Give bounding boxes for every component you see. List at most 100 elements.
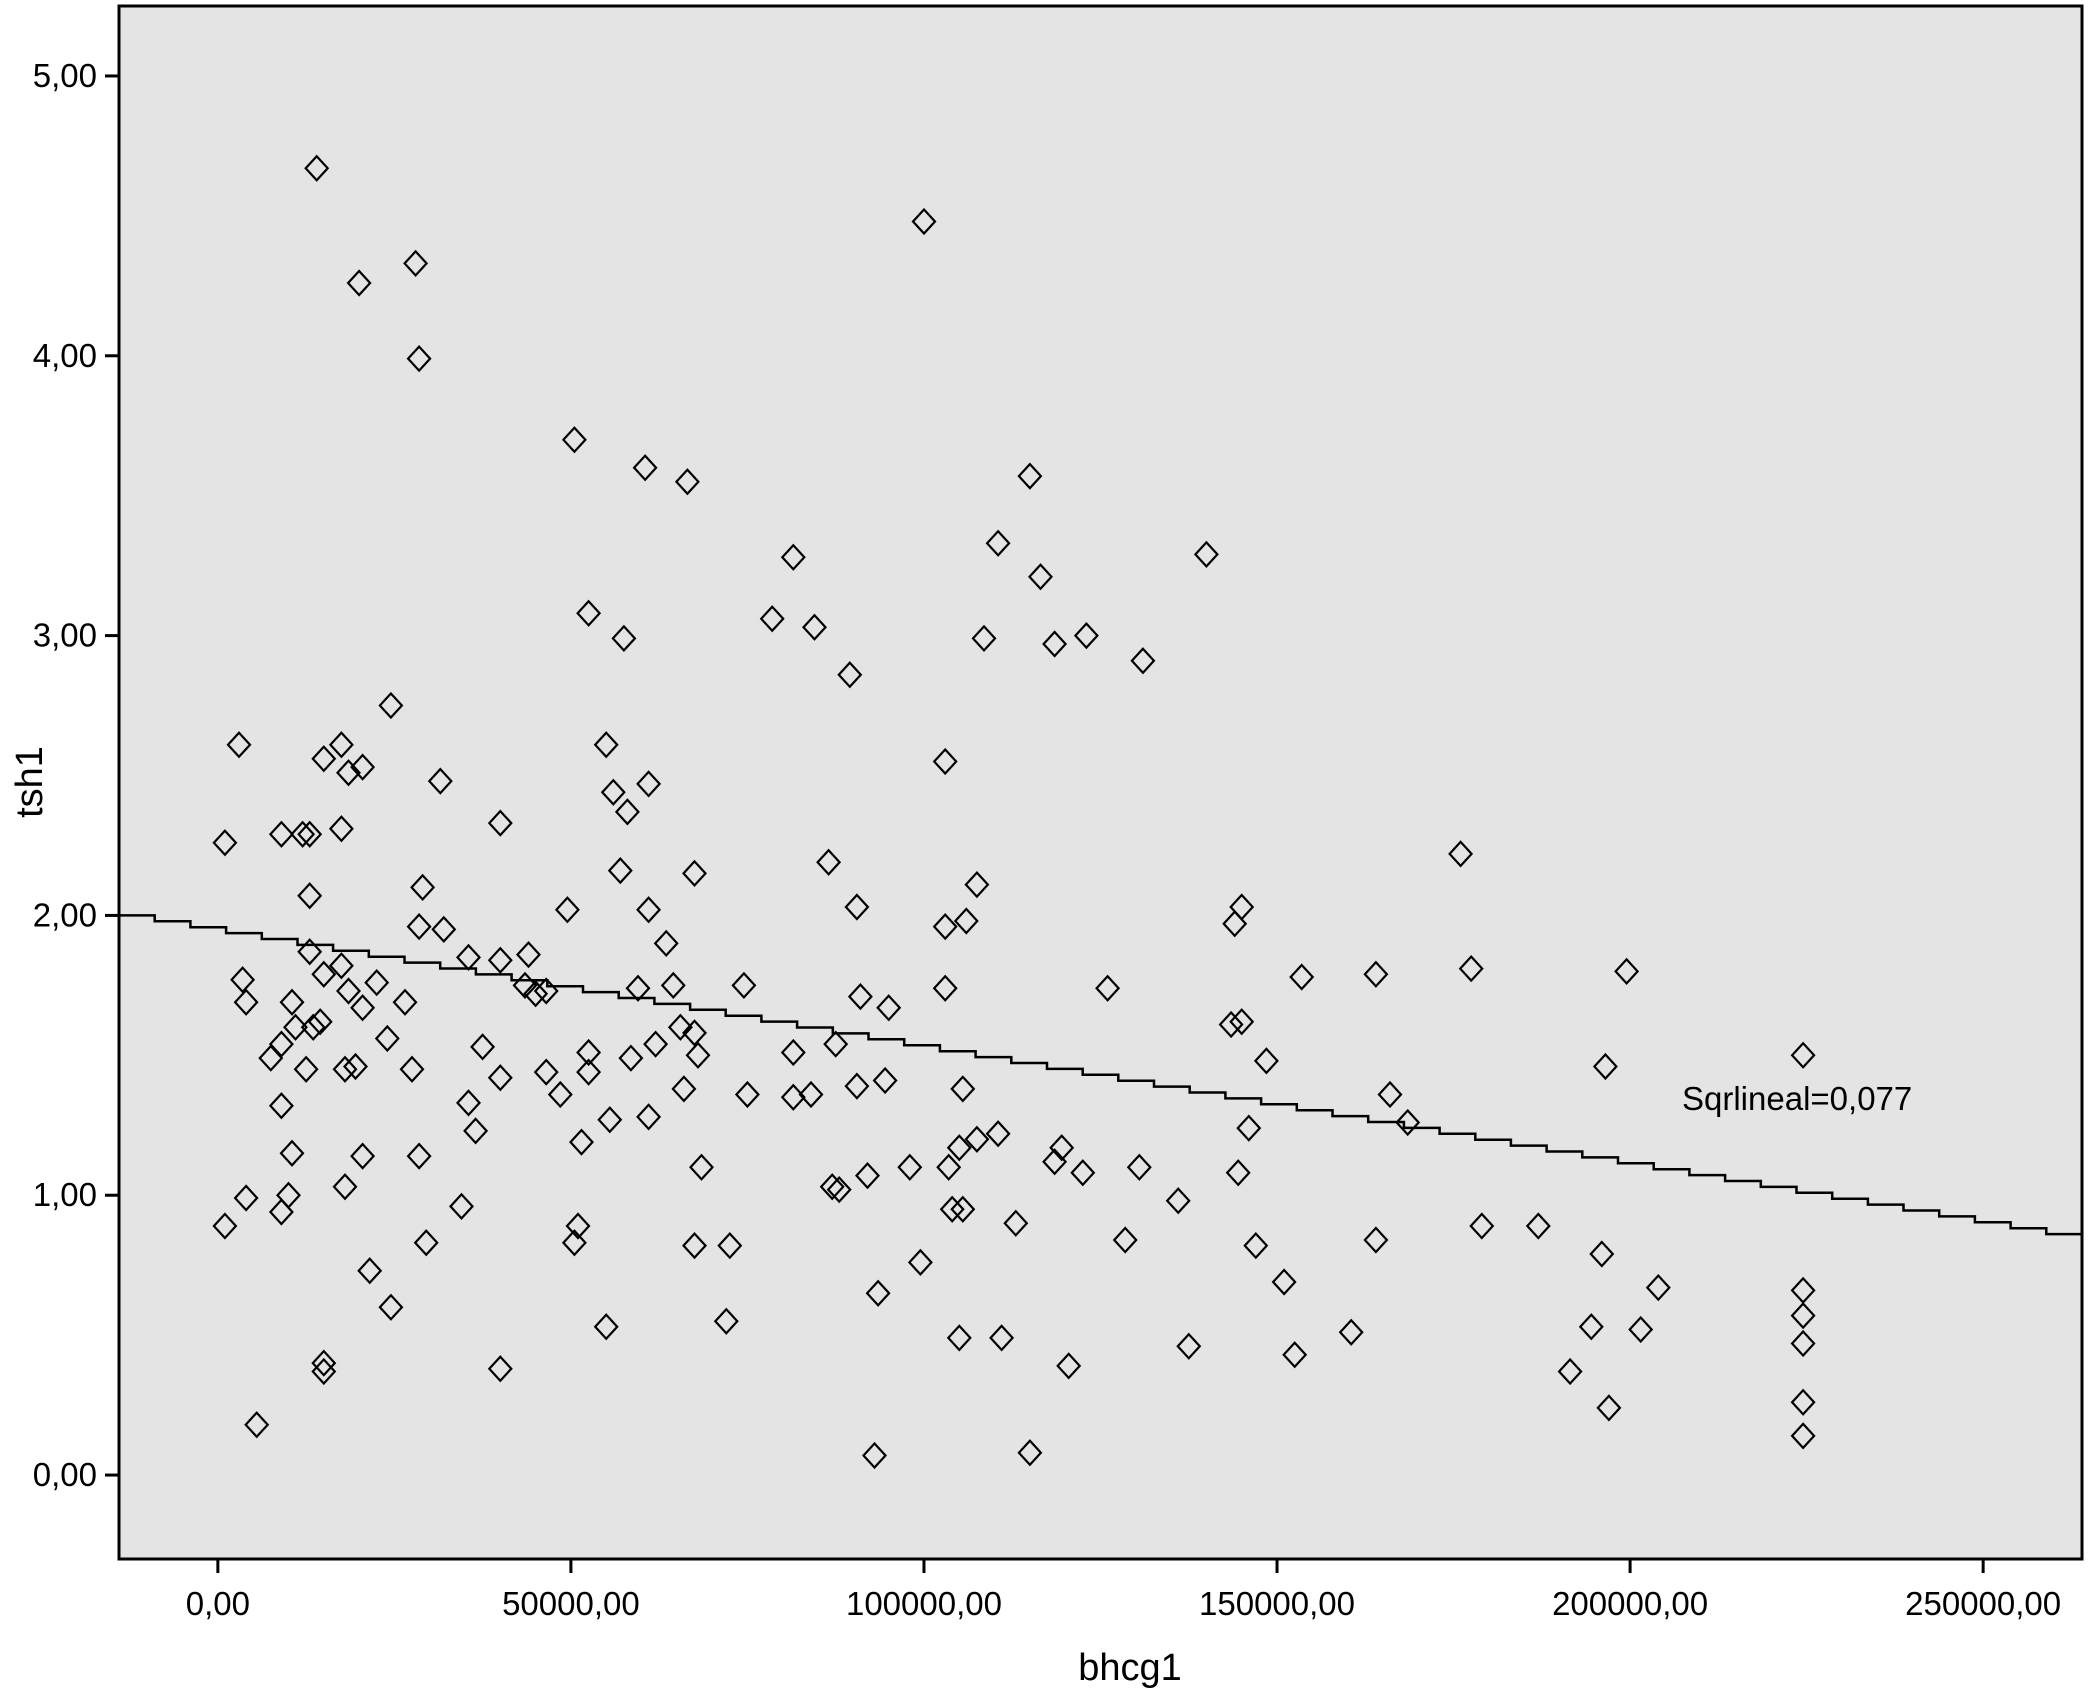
data-point xyxy=(1049,1134,1075,1162)
data-point xyxy=(406,344,432,373)
data-point xyxy=(837,661,863,689)
data-point xyxy=(336,759,361,787)
data-point xyxy=(1070,1159,1096,1187)
data-point xyxy=(674,468,700,496)
y-tick-label: 2,00 xyxy=(33,896,97,933)
data-point xyxy=(819,1173,845,1201)
data-point xyxy=(847,982,873,1011)
data-point xyxy=(660,971,686,1000)
data-point xyxy=(1243,1231,1269,1260)
y-tick-label: 5,00 xyxy=(33,57,97,94)
data-point xyxy=(1557,1357,1583,1386)
data-point xyxy=(597,1106,623,1134)
data-point xyxy=(823,1030,849,1058)
data-point xyxy=(328,952,354,980)
data-point xyxy=(297,882,323,910)
y-tick-label: 3,00 xyxy=(33,617,97,654)
data-point xyxy=(607,856,633,885)
data-point xyxy=(523,980,549,1008)
data-point xyxy=(1056,1352,1082,1380)
data-point xyxy=(1218,1010,1244,1039)
data-point xyxy=(1790,1329,1816,1358)
data-point xyxy=(1253,1047,1279,1075)
data-point xyxy=(569,1128,594,1156)
data-point xyxy=(268,1198,294,1226)
data-point xyxy=(682,859,707,888)
data-point xyxy=(233,988,259,1016)
y-tick-label: 4,00 xyxy=(33,337,97,374)
data-point xyxy=(487,946,513,974)
data-point xyxy=(374,1024,400,1053)
data-point xyxy=(230,966,256,994)
data-point xyxy=(456,943,481,972)
data-point xyxy=(233,1184,259,1212)
data-point xyxy=(643,1030,669,1058)
data-point xyxy=(1028,563,1053,591)
x-tick-label: 50000,00 xyxy=(502,1585,640,1622)
data-point xyxy=(1448,840,1474,868)
data-point xyxy=(936,1153,962,1181)
data-point xyxy=(311,1349,337,1377)
data-point xyxy=(593,1313,619,1341)
data-point xyxy=(897,1153,923,1181)
data-point xyxy=(636,1103,662,1131)
data-point xyxy=(964,870,990,899)
data-point xyxy=(1469,1212,1495,1240)
data-point xyxy=(350,753,376,781)
data-point xyxy=(364,968,390,997)
data-point xyxy=(689,1153,714,1181)
data-point xyxy=(268,820,294,848)
y-tick-label: 1,00 xyxy=(33,1176,97,1213)
data-point xyxy=(932,974,958,1002)
data-point xyxy=(1271,1268,1297,1296)
data-point xyxy=(1289,963,1315,991)
data-point xyxy=(632,454,658,482)
data-point xyxy=(1596,1394,1622,1422)
data-point xyxy=(713,1307,739,1335)
data-point xyxy=(576,599,602,627)
data-point xyxy=(939,1195,965,1223)
data-point xyxy=(844,893,870,921)
data-point xyxy=(554,896,580,924)
data-point xyxy=(876,994,902,1022)
data-point xyxy=(1112,1226,1138,1254)
data-point xyxy=(512,971,538,1000)
data-point xyxy=(1222,910,1248,938)
data-point xyxy=(258,1044,284,1072)
data-point xyxy=(449,1192,474,1221)
data-point xyxy=(357,1257,383,1285)
data-point xyxy=(671,1075,697,1103)
data-point xyxy=(985,529,1011,557)
data-point xyxy=(576,1038,602,1067)
data-point xyxy=(297,820,323,848)
data-point xyxy=(279,1139,305,1167)
fit-line-group xyxy=(119,914,2084,1240)
data-point xyxy=(989,1324,1015,1352)
data-point xyxy=(653,929,679,958)
data-point xyxy=(304,154,330,182)
data-point xyxy=(1193,540,1219,569)
data-point xyxy=(625,974,651,1002)
data-point xyxy=(780,543,806,571)
data-point xyxy=(378,691,404,720)
data-point xyxy=(1042,1148,1068,1176)
data-point xyxy=(946,1134,972,1162)
data-point xyxy=(1363,1226,1389,1254)
data-point xyxy=(1229,1008,1255,1036)
data-point xyxy=(565,1212,591,1240)
data-point xyxy=(667,1013,693,1041)
data-point xyxy=(1165,1187,1191,1215)
y-axis-title: tsh1 xyxy=(9,746,51,818)
y-axis: 0,00 1,00 2,00 3,00 4,00 5,00 xyxy=(33,57,119,1493)
data-point xyxy=(399,1055,425,1083)
data-point xyxy=(516,940,541,969)
data-point xyxy=(717,1231,743,1260)
data-point xyxy=(1525,1212,1551,1240)
data-point xyxy=(946,1324,972,1352)
data-point xyxy=(427,767,453,795)
data-point xyxy=(1073,621,1099,650)
data-point xyxy=(300,1013,326,1041)
x-tick-label: 250000,00 xyxy=(1905,1585,2061,1622)
data-point xyxy=(950,1075,976,1103)
